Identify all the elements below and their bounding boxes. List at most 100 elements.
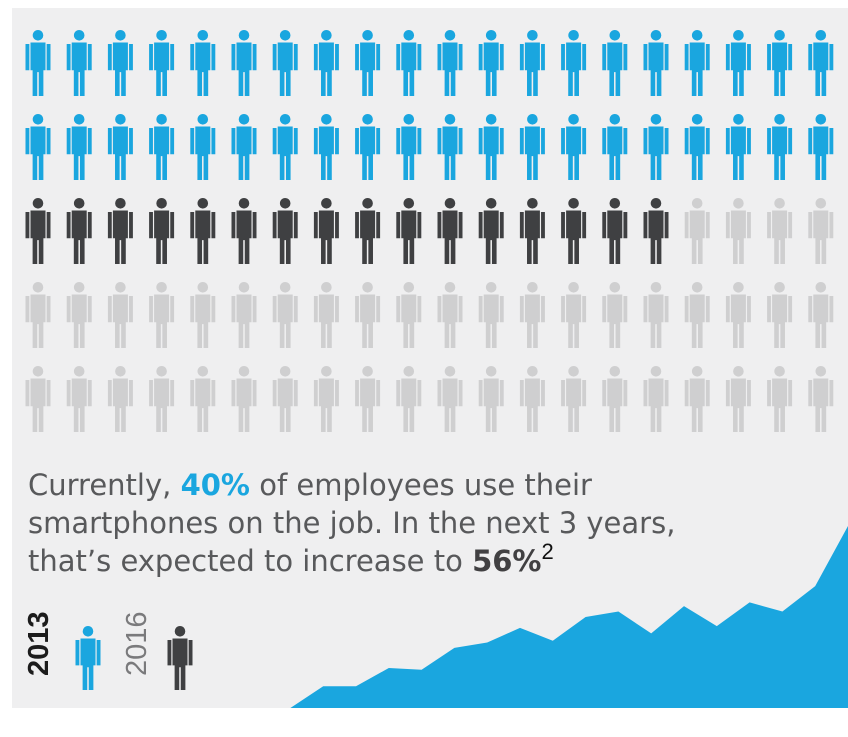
person-icon <box>272 29 298 97</box>
person-icon <box>190 30 216 96</box>
person-icon <box>643 30 669 96</box>
person-icon <box>643 282 669 348</box>
person-icon <box>478 281 504 348</box>
person-icon <box>767 114 793 180</box>
person-icon <box>684 198 710 264</box>
person-icon <box>149 281 175 348</box>
caption-emphasis: 56% <box>472 544 542 578</box>
person-icon <box>602 365 628 432</box>
caption-part1: Currently, <box>28 468 181 502</box>
person-icon <box>808 30 834 96</box>
person-icon <box>167 625 193 690</box>
person-icon <box>437 29 463 97</box>
person-icon <box>808 114 834 180</box>
legend: 2013 2016 <box>23 611 193 690</box>
growth-area <box>12 526 848 708</box>
person-icon <box>231 197 257 264</box>
person-icon <box>437 365 463 432</box>
people-pictograph <box>25 29 834 432</box>
person-icon <box>66 366 92 432</box>
caption-footnote: 2 <box>541 539 554 564</box>
person-icon <box>561 30 587 96</box>
person-icon <box>355 365 381 432</box>
person-icon <box>684 114 710 180</box>
person-icon <box>25 114 51 180</box>
person-icon <box>519 30 545 96</box>
legend-future-person-icon <box>167 625 193 690</box>
person-icon <box>25 366 51 432</box>
person-icon <box>396 365 422 432</box>
person-icon <box>66 198 92 264</box>
legend-year-future: 2016 <box>121 611 153 676</box>
person-icon <box>149 29 175 96</box>
person-icon <box>767 366 793 432</box>
person-icon <box>149 365 175 432</box>
person-icon <box>190 282 216 348</box>
person-icon <box>808 282 834 348</box>
person-icon <box>602 197 628 264</box>
person-icon <box>190 114 216 180</box>
person-icon <box>725 197 751 264</box>
person-icon <box>231 365 257 432</box>
person-icon <box>396 114 422 180</box>
person-icon <box>684 282 710 348</box>
person-icon <box>478 114 504 180</box>
person-icon <box>231 113 257 180</box>
person-icon <box>478 365 504 432</box>
person-icon <box>313 281 339 348</box>
person-icon <box>231 281 257 348</box>
person-icon <box>396 29 422 97</box>
person-icon <box>313 114 339 180</box>
person-icon <box>725 29 751 97</box>
person-icon <box>396 198 422 264</box>
person-icon <box>66 30 92 96</box>
person-icon <box>561 198 587 264</box>
person-icon <box>272 365 298 432</box>
person-icon <box>643 198 669 264</box>
person-icon <box>725 365 751 432</box>
person-icon <box>107 197 133 264</box>
person-icon <box>25 198 51 264</box>
person-icon <box>767 282 793 348</box>
person-icon <box>190 198 216 264</box>
person-icon <box>355 114 381 180</box>
person-icon <box>66 114 92 180</box>
person-icon <box>561 114 587 180</box>
person-icon <box>313 198 339 264</box>
person-icon <box>313 29 339 97</box>
person-icon <box>684 30 710 96</box>
growth-area-shape <box>12 526 848 708</box>
person-icon <box>808 366 834 432</box>
person-icon <box>643 114 669 180</box>
infographic-panel: Currently, 40% of employees use their sm… <box>12 8 848 708</box>
caption-part2: of employees use their smartphones on th… <box>28 468 676 578</box>
person-icon <box>355 198 381 264</box>
person-icon <box>519 114 545 180</box>
person-icon <box>767 198 793 264</box>
person-icon <box>602 281 628 348</box>
person-icon <box>602 113 628 180</box>
person-icon <box>313 365 339 432</box>
person-icon <box>725 281 751 348</box>
person-icon <box>478 198 504 264</box>
person-icon <box>808 198 834 264</box>
person-icon <box>25 282 51 348</box>
person-icon <box>437 114 463 180</box>
person-icon <box>107 365 133 432</box>
person-icon <box>355 281 381 348</box>
person-icon <box>107 281 133 348</box>
person-icon <box>519 282 545 348</box>
person-icon <box>107 29 133 96</box>
person-icon <box>396 281 422 348</box>
person-icon <box>602 29 628 97</box>
person-icon <box>272 114 298 180</box>
person-icon <box>149 197 175 264</box>
person-icon <box>478 29 504 97</box>
person-icon <box>437 281 463 348</box>
person-icon <box>25 30 51 96</box>
person-icon <box>190 366 216 432</box>
legend-current-person-icon <box>75 625 101 690</box>
person-icon <box>561 366 587 432</box>
legend-year-current: 2013 <box>23 611 55 676</box>
person-icon <box>725 113 751 180</box>
